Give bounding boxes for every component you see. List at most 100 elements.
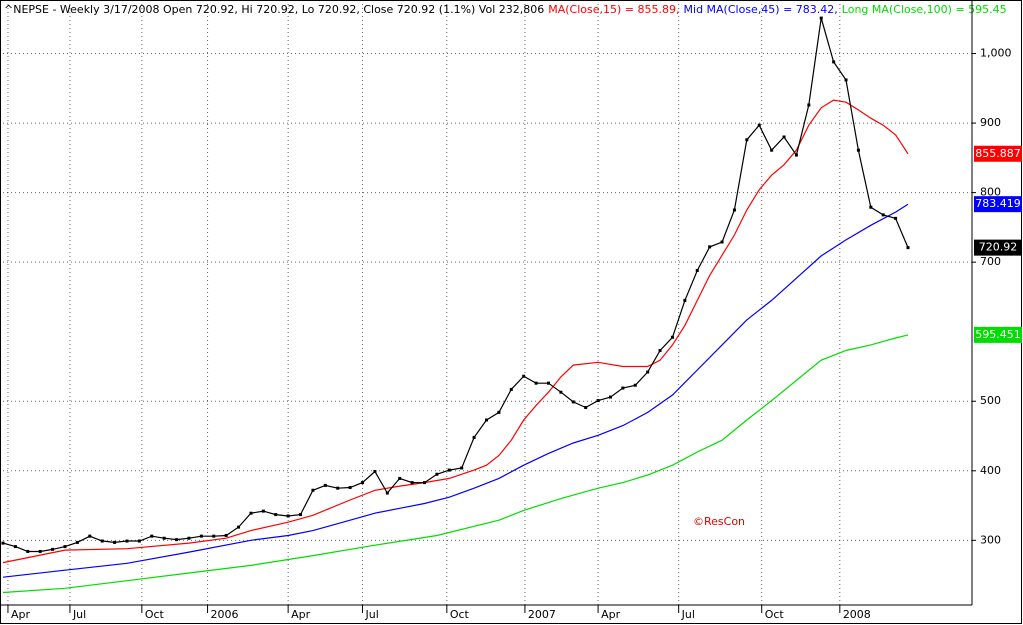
point <box>447 468 451 472</box>
point <box>869 205 873 209</box>
point <box>720 240 724 244</box>
point <box>894 216 898 220</box>
last-value-label: 720.92 <box>979 241 1018 254</box>
point <box>546 381 550 385</box>
point <box>212 534 216 538</box>
point <box>361 481 365 485</box>
point <box>224 533 228 537</box>
point <box>695 269 699 273</box>
point <box>385 491 389 495</box>
last-value-label: 855.887 <box>975 147 1021 160</box>
point <box>460 466 464 470</box>
point <box>1 541 5 545</box>
point <box>782 135 786 139</box>
point <box>286 514 290 518</box>
series-line <box>2 334 909 594</box>
point <box>844 78 848 82</box>
series-line <box>2 99 909 564</box>
series-line <box>2 17 909 553</box>
point <box>63 545 67 549</box>
point <box>274 513 278 517</box>
point <box>336 486 340 490</box>
last-value-box <box>974 145 1022 162</box>
point <box>100 539 104 543</box>
last-value-box <box>974 326 1022 343</box>
point <box>906 246 910 250</box>
point <box>423 481 427 485</box>
x-tick-label: Apr <box>11 608 31 621</box>
chart-title: ^NEPSE - Weekly 3/17/2008 Open 720.92, H… <box>4 3 544 16</box>
point <box>770 148 774 152</box>
point <box>398 476 402 480</box>
point <box>881 213 885 217</box>
point <box>373 469 377 473</box>
point <box>757 123 761 127</box>
point <box>571 400 575 404</box>
last-value-label: 595.451 <box>975 328 1021 341</box>
point <box>299 513 303 517</box>
x-tick-label: Apr <box>601 608 621 621</box>
chart-header: ^NEPSE - Weekly 3/17/2008 Open 720.92, H… <box>4 3 1007 16</box>
point <box>633 383 637 387</box>
point <box>435 472 439 476</box>
y-tick-label: 900 <box>980 116 1001 129</box>
point <box>311 488 315 492</box>
point <box>125 539 129 543</box>
y-tick-label: 700 <box>980 255 1001 268</box>
point <box>683 298 687 302</box>
point <box>150 534 154 538</box>
point <box>199 534 203 538</box>
last-value-label: 783.419 <box>975 197 1021 210</box>
point <box>708 245 712 249</box>
y-tick-label: 400 <box>980 464 1001 477</box>
point <box>137 539 141 543</box>
point <box>832 60 836 64</box>
point <box>187 536 191 540</box>
legend-entry: MA(Close,15) = 855.89, <box>548 3 679 16</box>
y-tick-label: 500 <box>980 394 1001 407</box>
point <box>608 395 612 399</box>
point <box>646 370 650 374</box>
point <box>323 483 327 487</box>
y-tick-label: 300 <box>980 533 1001 546</box>
point <box>348 485 352 489</box>
y-tick-label: 1,000 <box>980 47 1012 60</box>
point <box>249 511 253 515</box>
watermark: ©ResCon <box>693 515 745 528</box>
point <box>534 381 538 385</box>
x-tick-label: 2008 <box>843 608 871 621</box>
legend-entry: Mid MA(Close,45) = 783.42, <box>684 3 838 16</box>
point <box>113 540 117 544</box>
point <box>13 545 17 549</box>
legend-entry: Long MA(Close,100) = 595.45 <box>842 3 1007 16</box>
x-tick-label: 2007 <box>528 608 556 621</box>
point <box>745 138 749 142</box>
point <box>472 435 476 439</box>
point <box>794 153 798 157</box>
x-tick-label: Oct <box>145 608 165 621</box>
x-tick-label: Oct <box>765 608 785 621</box>
point <box>732 208 736 212</box>
x-tick-label: Jul <box>72 608 86 621</box>
point <box>807 103 811 107</box>
x-tick-label: Jul <box>681 608 695 621</box>
point <box>522 374 526 378</box>
x-tick-label: Oct <box>450 608 470 621</box>
point <box>621 386 625 390</box>
point <box>26 549 30 553</box>
x-tick-label: 2006 <box>211 608 239 621</box>
point <box>497 410 501 414</box>
point <box>485 418 488 422</box>
point <box>856 148 860 152</box>
point <box>658 348 662 352</box>
last-value-box <box>974 196 1022 213</box>
y-tick-label: 800 <box>980 186 1001 199</box>
point <box>819 16 823 20</box>
point <box>75 540 79 544</box>
point <box>261 509 265 513</box>
point <box>596 399 600 403</box>
last-value-box <box>974 239 1022 256</box>
point <box>237 525 241 529</box>
